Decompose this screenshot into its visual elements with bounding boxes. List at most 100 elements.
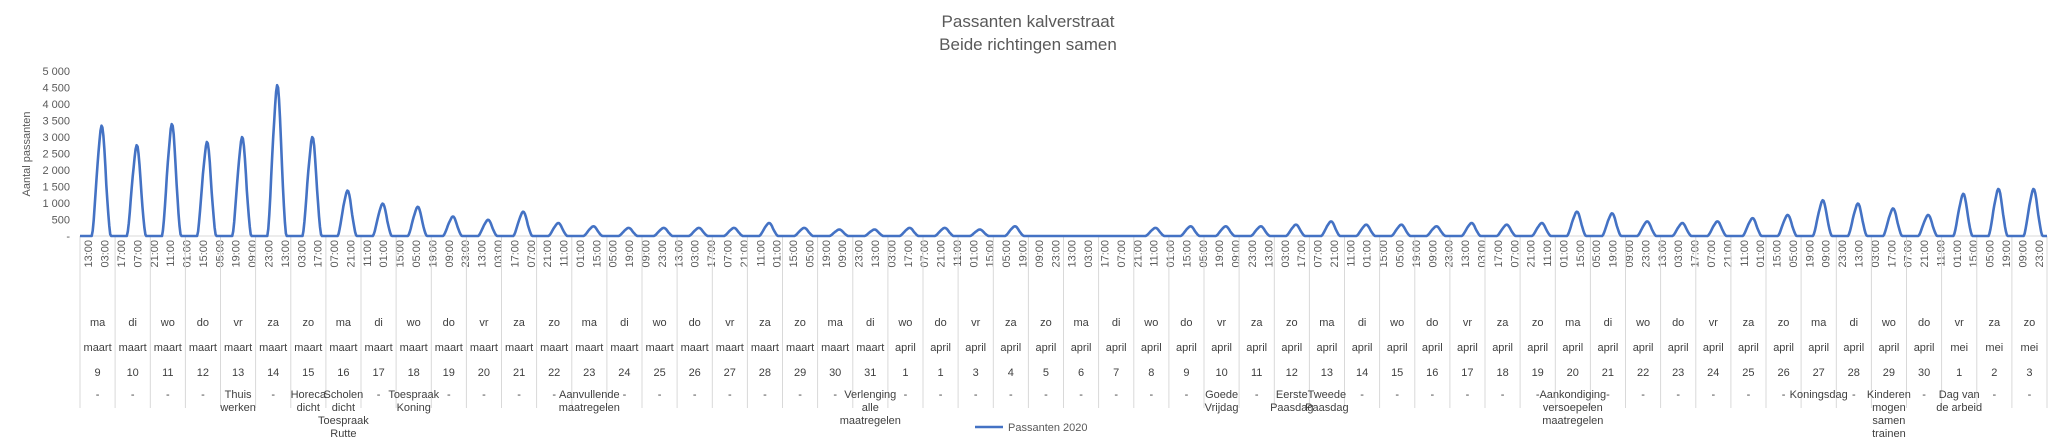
x-weekday-label: ma (336, 317, 352, 329)
x-day-label: 18 (1496, 367, 1508, 379)
x-hour-label: 21:00 (1132, 240, 1144, 268)
x-month-label: april (1387, 342, 1408, 354)
x-day-label: 26 (689, 367, 701, 379)
x-weekday-label: za (267, 317, 280, 329)
y-tick-label: 4 000 (42, 99, 70, 111)
x-day-label: 12 (197, 367, 209, 379)
x-hour-label: 09:00 (1821, 240, 1833, 268)
x-hour-label: 11:00 (1739, 240, 1751, 267)
x-hour-label: 11:00 (755, 240, 767, 267)
x-hour-label: 17:00 (1296, 240, 1308, 268)
x-month-label: april (1668, 342, 1689, 354)
y-axis-label: Aantal passanten (21, 111, 33, 196)
x-hour-label: 07:00 (723, 240, 735, 268)
x-month-label: mei (1985, 342, 2003, 354)
x-event-label: - (377, 389, 381, 401)
chart-subtitle: Beide richtingen samen (939, 35, 1117, 54)
x-weekday-label: ma (90, 317, 106, 329)
x-event-label: - (166, 389, 170, 401)
x-hour-label: 17:00 (903, 240, 915, 268)
x-day-label: 19 (443, 367, 455, 379)
x-hour-label: 21:00 (149, 240, 161, 268)
legend-label: Passanten 2020 (1008, 422, 1088, 434)
x-event-label: - (1747, 389, 1751, 401)
x-hour-label: 15:00 (591, 240, 603, 268)
x-hour-label: 03:00 (1673, 240, 1685, 268)
x-hour-label: 21:00 (542, 240, 554, 268)
x-hour-label: 01:00 (772, 240, 784, 268)
x-weekday-label: wo (1143, 317, 1158, 329)
legend: Passanten 2020 (975, 422, 1088, 434)
x-hour-label: 01:00 (1362, 240, 1374, 268)
x-day-label: 16 (337, 367, 349, 379)
x-hour-label: 23:00 (264, 240, 276, 268)
x-hour-label: 17:00 (1493, 240, 1505, 268)
x-hour-label: 23:00 (657, 240, 669, 268)
x-hour-label: 09:00 (247, 240, 259, 268)
x-event-label: Thuis werken (219, 389, 255, 414)
x-weekday-label: di (1604, 317, 1613, 329)
x-hour-label: 17:00 (313, 240, 325, 268)
x-hour-label: 05:00 (804, 240, 816, 268)
series-line-passanten (79, 83, 2048, 238)
x-hour-label: 17:00 (509, 240, 521, 268)
x-event-label: - (1360, 389, 1364, 401)
x-day-label: 17 (1461, 367, 1473, 379)
x-month-label: april (1914, 342, 1935, 354)
x-weekday-label: do (1672, 317, 1684, 329)
x-hour-label: 05:00 (608, 240, 620, 268)
x-weekday-label: ma (1565, 317, 1581, 329)
x-month-label: april (1106, 342, 1127, 354)
x-event-label: - (1992, 389, 1996, 401)
x-event-label: - (1009, 389, 1013, 401)
x-hour-label: 05:00 (1985, 240, 1997, 268)
x-event-label: - (1044, 389, 1048, 401)
x-weekday-label: za (759, 317, 772, 329)
x-weekday-label: ma (828, 317, 844, 329)
x-hour-label: 19:00 (624, 240, 636, 268)
x-weekday-label: vr (1709, 317, 1719, 329)
x-weekday-label: za (1743, 317, 1756, 329)
x-weekday-label: ma (1073, 317, 1089, 329)
x-month-label: maart (505, 342, 533, 354)
x-day-label: 21 (1602, 367, 1614, 379)
x-hour-label: 23:00 (1247, 240, 1259, 268)
x-hour-label: 19:00 (821, 240, 833, 268)
x-hour-label: 19:00 (1411, 240, 1423, 268)
x-event-label: - (1079, 389, 1083, 401)
x-hour-label: 11:00 (559, 240, 571, 267)
x-event-label: Tweede Paasdag (1305, 389, 1348, 414)
x-month-label: april (1071, 342, 1092, 354)
x-hour-label: 07:00 (1116, 240, 1128, 268)
x-month-label: maart (189, 342, 217, 354)
x-weekday-label: wo (1635, 317, 1650, 329)
x-month-label: maart (716, 342, 744, 354)
x-event-label: Verlenging alle maatregelen (840, 389, 901, 427)
y-tick-label: 3 000 (42, 132, 70, 144)
x-hour-label: 19:00 (2001, 240, 2013, 268)
x-hour-label: 21:00 (346, 240, 358, 268)
x-weekday-label: do (197, 317, 209, 329)
x-month-label: april (965, 342, 986, 354)
x-hour-label: 03:00 (493, 240, 505, 268)
x-month-label: april (1000, 342, 1021, 354)
x-month-label: april (1703, 342, 1724, 354)
x-hour-label: 11:00 (1149, 240, 1161, 267)
x-day-label: 30 (1918, 367, 1930, 379)
x-event-label: - (1149, 389, 1153, 401)
x-day-label: 6 (1078, 367, 1084, 379)
x-event-label: - (1641, 389, 1645, 401)
x-weekday-label: di (1358, 317, 1367, 329)
x-event-label: - (939, 389, 943, 401)
x-day-label: 1 (938, 367, 944, 379)
x-month-label: april (1036, 342, 1057, 354)
x-month-label: april (1141, 342, 1162, 354)
x-event-label: Toespraak Koning (388, 389, 439, 414)
x-hour-label: 11:00 (165, 240, 177, 267)
x-month-label: april (1176, 342, 1197, 354)
x-weekday-label: do (443, 317, 455, 329)
x-event-label: - (271, 389, 275, 401)
x-hour-label: 13:00 (870, 240, 882, 268)
x-hour-label: 13:00 (1067, 240, 1079, 268)
x-event-label: - (201, 389, 205, 401)
